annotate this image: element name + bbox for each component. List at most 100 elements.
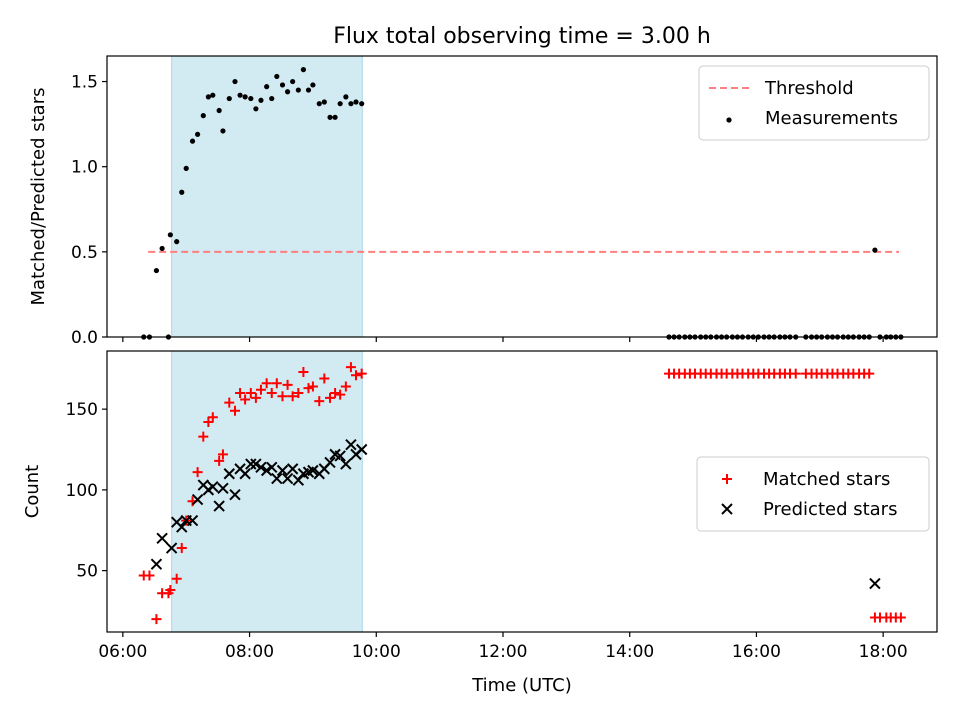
data-point [217, 449, 228, 460]
data-point [359, 101, 365, 107]
data-point [307, 464, 319, 477]
x-tick-label: 14:00 [605, 642, 654, 662]
y-tick-label: 0.5 [71, 243, 98, 263]
data-point [264, 84, 270, 90]
data-point [287, 391, 298, 402]
data-point [245, 387, 256, 398]
data-point [293, 387, 304, 398]
series-predicted-stars [150, 438, 881, 590]
legend-label: Threshold [764, 78, 854, 99]
data-point [310, 82, 316, 88]
x-tick-label: 10:00 [352, 642, 401, 662]
data-point [165, 542, 178, 554]
data-point [279, 82, 286, 88]
y-tick-label: 150 [66, 400, 98, 420]
axes-frame [106, 55, 938, 338]
panel-ratio: 0.0 0.5 1.0 1.5 Matched/Predicted stars Thres… [28, 55, 938, 348]
data-point [260, 464, 273, 477]
legend: Matched stars Predicted stars [696, 456, 930, 532]
data-point [332, 114, 338, 120]
data-point [250, 392, 261, 403]
data-point [167, 232, 173, 238]
data-point [274, 73, 280, 80]
data-point [269, 95, 275, 102]
data-point [348, 101, 354, 107]
data-point [220, 128, 226, 134]
y-tick-label: 1.0 [71, 158, 98, 178]
data-point [277, 391, 288, 402]
y-tick-label: 0.0 [71, 328, 98, 348]
data-point [324, 456, 336, 469]
legend-label: Matched stars [763, 469, 890, 490]
x-tick-label: 12:00 [478, 642, 527, 662]
data-point [335, 389, 346, 400]
data-point [151, 614, 162, 625]
chart-title: Flux total observing time = 3.00 h [333, 24, 711, 49]
x-axis-label: Time (UTC) [471, 675, 572, 696]
data-point [303, 383, 314, 394]
data-point [307, 381, 318, 392]
y-axis-label: Count [22, 465, 43, 518]
data-point [356, 368, 367, 379]
data-point [200, 113, 206, 119]
data-point [183, 165, 189, 171]
data-point [864, 368, 875, 379]
data-point [330, 387, 341, 398]
data-point [325, 392, 336, 403]
data-point [214, 455, 225, 466]
data-point [266, 387, 277, 398]
data-point [295, 87, 301, 93]
data-point [207, 480, 219, 493]
data-point [340, 381, 351, 392]
data-point [235, 387, 246, 398]
data-point [327, 114, 333, 120]
data-point [217, 482, 229, 494]
data-point [250, 458, 262, 470]
data-point [337, 101, 343, 107]
data-point [281, 472, 294, 485]
data-point [232, 78, 238, 85]
data-point [237, 92, 243, 98]
data-point [240, 394, 251, 405]
x-tick-label: 16:00 [732, 642, 781, 662]
data-point [242, 94, 248, 100]
data-point [179, 189, 185, 195]
axes-frame [106, 350, 938, 633]
data-point [191, 493, 204, 506]
data-point [790, 368, 801, 379]
data-point [321, 99, 327, 105]
data-point [869, 577, 881, 590]
data-point [229, 489, 241, 501]
data-point [286, 463, 299, 475]
data-point [207, 412, 218, 423]
data-point [266, 461, 278, 473]
data-point [353, 99, 359, 105]
data-point [150, 558, 163, 570]
panel-counts: 50 100 150 06:00 08:00 10:00 12:00 14:00 16:00 18… [22, 350, 938, 662]
data-point [239, 468, 251, 480]
data-point [189, 138, 196, 144]
data-point [305, 87, 312, 93]
data-point [203, 417, 214, 428]
data-point [159, 245, 165, 252]
data-point [216, 107, 222, 114]
y-tick-label: 100 [66, 481, 98, 501]
data-point [255, 461, 267, 473]
y-tick-label: 50 [76, 562, 98, 582]
x-tick-label: 06:00 [98, 642, 147, 662]
data-point [298, 366, 309, 377]
y-axis-label: Matched/Predicted stars [28, 88, 49, 306]
data-point [176, 543, 187, 554]
legend-marker [726, 117, 732, 123]
data-point [271, 378, 282, 389]
data-point [253, 106, 259, 112]
x-tick-label: 18:00 [859, 642, 908, 662]
data-point [226, 95, 232, 102]
legend-box [696, 456, 930, 532]
data-point [895, 612, 906, 623]
data-point [171, 573, 182, 584]
data-point [261, 378, 272, 389]
data-point [245, 458, 257, 470]
data-point [186, 514, 199, 527]
